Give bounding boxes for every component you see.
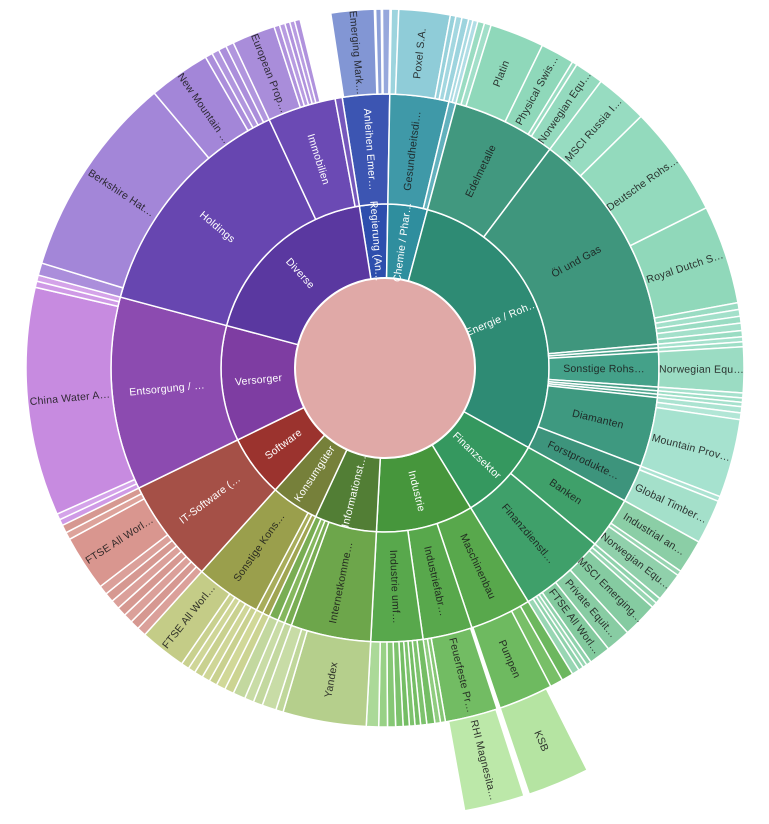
slice-emerging-mark[interactable] xyxy=(329,8,378,98)
slice-norwegian-equ[interactable] xyxy=(657,345,745,394)
slice-sliver[interactable] xyxy=(293,18,321,104)
slice-sliver[interactable] xyxy=(381,8,391,95)
slice-rhi-magnesita[interactable] xyxy=(447,708,525,812)
slice-sliver[interactable] xyxy=(334,96,361,208)
slice-sliver[interactable] xyxy=(374,8,383,95)
slice-ksb[interactable] xyxy=(499,687,588,795)
sunburst-center[interactable] xyxy=(294,277,476,459)
